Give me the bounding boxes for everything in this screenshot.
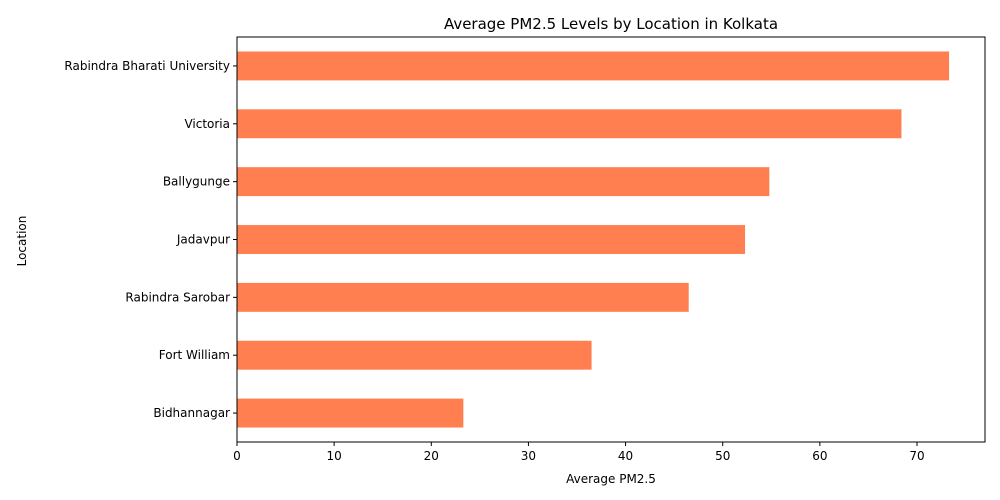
bar-ballygunge [237,167,770,197]
x-tick-label: 70 [909,449,924,463]
x-tick-label: 10 [327,449,342,463]
x-tick-label: 30 [521,449,536,463]
y-tick-label: Fort William [159,348,230,362]
x-axis-title: Average PM2.5 [566,472,656,486]
plot-frame [236,36,986,443]
y-tick-label: Jadavpur [176,233,230,247]
x-tick-group: 0 10 20 30 40 50 60 70 [233,442,925,463]
bar-fort-william [237,340,592,370]
x-tick-label: 20 [424,449,439,463]
bar-rabindra-bharati-university [237,51,950,81]
x-tick-label: 0 [233,449,241,463]
y-tick-group: Bidhannagar Fort William Rabindra Sarobar J… [64,59,237,420]
bar-jadavpur [237,225,746,254]
bar-bidhannagar [237,398,464,428]
x-tick-label: 50 [715,449,730,463]
y-axis-title: Location [15,216,29,267]
y-tick-label: Rabindra Sarobar [125,290,230,304]
bars-group [237,51,950,428]
x-tick-label: 40 [618,449,633,463]
y-tick-label: Victoria [184,117,230,131]
chart-title: Average PM2.5 Levels by Location in Kolk… [444,15,778,33]
y-tick-label: Ballygunge [163,175,230,189]
axes-frame [236,36,986,443]
bar-victoria [237,109,902,139]
x-tick-label: 60 [812,449,827,463]
y-tick-label: Bidhannagar [153,406,230,420]
y-tick-label: Rabindra Bharati University [64,59,230,73]
bar-rabindra-sarobar [237,282,689,312]
